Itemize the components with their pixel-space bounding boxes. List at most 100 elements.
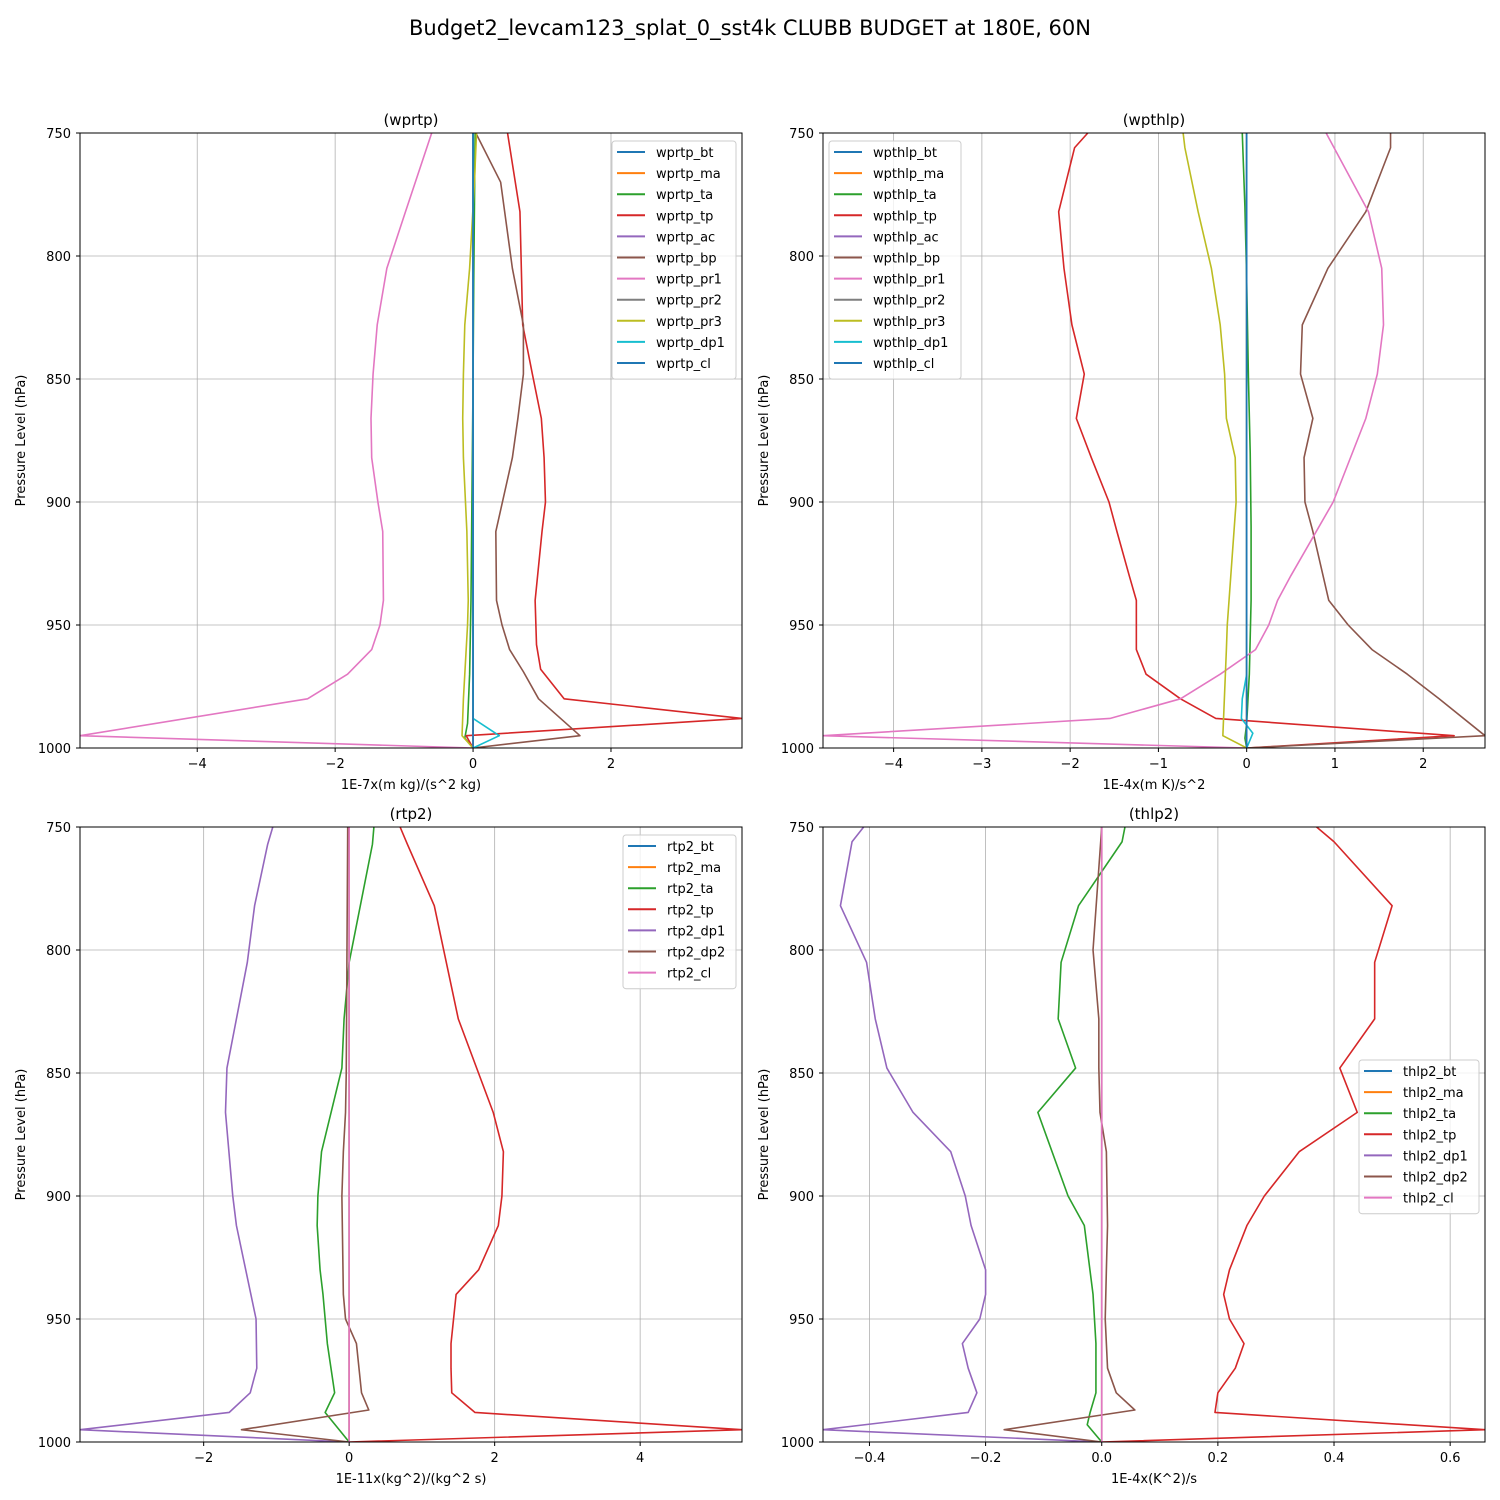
legend: rtp2_bt rtp2_ma rtp2_ta rtp2_tp rtp2_dp1 rtp2… bbox=[622, 834, 737, 990]
series-line-wprtp_pr3 bbox=[461, 133, 478, 748]
series-line-thlp2_dp1 bbox=[823, 827, 1102, 1442]
legend-box bbox=[1358, 1059, 1480, 1215]
y-tick-label: 900 bbox=[46, 496, 71, 511]
y-tick-label: 1000 bbox=[781, 742, 814, 757]
legend-label: wprtp_pr1 bbox=[656, 273, 722, 288]
y-tick-label: 800 bbox=[789, 944, 814, 959]
legend-label: thlp2_ma bbox=[1403, 1086, 1464, 1101]
figure-title: Budget2_levcam123_splat_0_sst4k CLUBB BU… bbox=[409, 16, 1091, 40]
legend-label: wpthlp_pr2 bbox=[873, 294, 945, 309]
legend-label: wprtp_ma bbox=[656, 167, 721, 182]
x-tick-label: 2 bbox=[607, 757, 615, 772]
legend-label: wprtp_cl bbox=[656, 357, 711, 372]
x-tick-label: −0.2 bbox=[970, 1451, 1002, 1466]
legend-label: wpthlp_cl bbox=[873, 357, 934, 372]
subplot-title: (wprtp) bbox=[383, 111, 438, 129]
legend-label: wprtp_ac bbox=[656, 230, 715, 245]
legend-label: wprtp_dp1 bbox=[656, 336, 725, 351]
legend-box bbox=[611, 140, 737, 380]
axes-frame bbox=[79, 826, 743, 1443]
x-axis-label: 1E-7x(m kg)/(s^2 kg) bbox=[341, 778, 481, 793]
legend-label: wpthlp_bp bbox=[873, 252, 940, 267]
legend-box bbox=[622, 834, 737, 990]
x-tick-label: 0 bbox=[1243, 757, 1251, 772]
legend-label: rtp2_ma bbox=[667, 861, 721, 876]
series-line-thlp2_tp bbox=[1101, 827, 1485, 1442]
series-group bbox=[823, 133, 1485, 748]
y-tick-label: 950 bbox=[46, 1313, 71, 1328]
x-axis-label: 1E-11x(kg^2)/(kg^2 s) bbox=[336, 1472, 487, 1487]
x-tick-label: 0.2 bbox=[1208, 1451, 1229, 1466]
y-tick-label: 850 bbox=[789, 1067, 814, 1082]
x-tick-label: 0.6 bbox=[1440, 1451, 1461, 1466]
series-group bbox=[80, 133, 742, 748]
legend-label: thlp2_tp bbox=[1403, 1128, 1456, 1143]
y-axis-label: Pressure Level (hPa) bbox=[14, 1069, 29, 1201]
series-group bbox=[823, 827, 1485, 1442]
y-axis-label: Pressure Level (hPa) bbox=[757, 375, 772, 507]
y-tick-label: 750 bbox=[789, 821, 814, 836]
series-line-wprtp_pr1 bbox=[80, 133, 474, 748]
legend-label: thlp2_bt bbox=[1403, 1065, 1456, 1080]
y-tick-label: 900 bbox=[789, 1190, 814, 1205]
x-tick-label: 0.4 bbox=[1324, 1451, 1345, 1466]
x-axis-label: 1E-4x(K^2)/s bbox=[1111, 1472, 1197, 1487]
series-group bbox=[80, 827, 742, 1442]
y-tick-label: 850 bbox=[46, 1067, 71, 1082]
legend-label: wpthlp_dp1 bbox=[873, 336, 948, 351]
x-tick-label: 0 bbox=[345, 1451, 353, 1466]
x-tick-label: 2 bbox=[491, 1451, 499, 1466]
subplot-4: −0.4 −0.2 0.0 0.2 0.4 0.6 750 800 850 900 950 1000 (… bbox=[757, 805, 1486, 1487]
legend-label: wprtp_tp bbox=[656, 209, 713, 224]
legend-label: thlp2_dp1 bbox=[1403, 1149, 1468, 1164]
series-line-wpthlp_bp bbox=[1246, 133, 1485, 748]
y-tick-label: 800 bbox=[46, 250, 71, 265]
y-axis-label: Pressure Level (hPa) bbox=[14, 375, 29, 507]
x-tick-label: −0.4 bbox=[854, 1451, 886, 1466]
x-tick-label: 2 bbox=[1419, 757, 1427, 772]
axes-frame bbox=[822, 826, 1486, 1443]
x-axis-label: 1E-4x(m K)/s^2 bbox=[1103, 778, 1206, 793]
y-tick-label: 950 bbox=[46, 619, 71, 634]
axes-frame bbox=[822, 132, 1486, 749]
x-tick-label: −2 bbox=[1061, 757, 1080, 772]
series-line-wprtp_tp bbox=[465, 133, 742, 748]
y-tick-label: 750 bbox=[46, 821, 71, 836]
x-tick-label: −1 bbox=[1149, 757, 1168, 772]
legend-label: wpthlp_pr1 bbox=[873, 273, 945, 288]
x-tick-label: −4 bbox=[188, 757, 207, 772]
legend-label: rtp2_dp2 bbox=[667, 946, 725, 961]
series-line-rtp2_dp1 bbox=[80, 827, 350, 1442]
y-tick-label: 1000 bbox=[38, 1436, 71, 1451]
legend-label: thlp2_ta bbox=[1403, 1107, 1456, 1122]
x-tick-label: 1 bbox=[1331, 757, 1339, 772]
legend-label: rtp2_ta bbox=[667, 882, 714, 897]
x-tick-label: −3 bbox=[972, 757, 991, 772]
legend-label: rtp2_dp1 bbox=[667, 924, 725, 939]
subplot-3: −2 0 2 4 750 800 850 900 950 1000 (rtp2) 1E-11x(kg^… bbox=[14, 805, 743, 1487]
series-line-wprtp_ta bbox=[463, 133, 476, 748]
legend-label: wpthlp_pr3 bbox=[873, 315, 945, 330]
legend: wpthlp_bt wpthlp_ma wpthlp_ta wpthlp_tpwpth… bbox=[828, 140, 962, 380]
y-tick-label: 1000 bbox=[38, 742, 71, 757]
legend: wprtp_bt wprtp_ma wprtp_ta wprtp_tp wprtp_ac… bbox=[611, 140, 737, 380]
legend-label: wprtp_pr2 bbox=[656, 294, 722, 309]
legend-label: wpthlp_ac bbox=[873, 230, 939, 245]
series-line-rtp2_dp2 bbox=[240, 827, 370, 1442]
series-line-thlp2_dp2 bbox=[1003, 827, 1136, 1442]
legend-label: wprtp_bp bbox=[656, 252, 717, 267]
series-line-wpthlp_tp bbox=[1057, 133, 1455, 748]
y-tick-label: 850 bbox=[46, 373, 71, 388]
y-tick-label: 1000 bbox=[781, 1436, 814, 1451]
legend-label: rtp2_bt bbox=[667, 840, 714, 855]
x-tick-label: −2 bbox=[194, 1451, 213, 1466]
y-tick-label: 800 bbox=[789, 250, 814, 265]
legend-label: thlp2_dp2 bbox=[1403, 1171, 1468, 1186]
legend-label: wpthlp_ma bbox=[873, 167, 944, 182]
series-line-wpthlp_pr1 bbox=[823, 133, 1385, 748]
y-tick-label: 950 bbox=[789, 1313, 814, 1328]
series-line-rtp2_tp bbox=[349, 827, 742, 1442]
legend-label: rtp2_cl bbox=[667, 967, 711, 982]
series-line-wpthlp_pr3 bbox=[1182, 133, 1248, 748]
